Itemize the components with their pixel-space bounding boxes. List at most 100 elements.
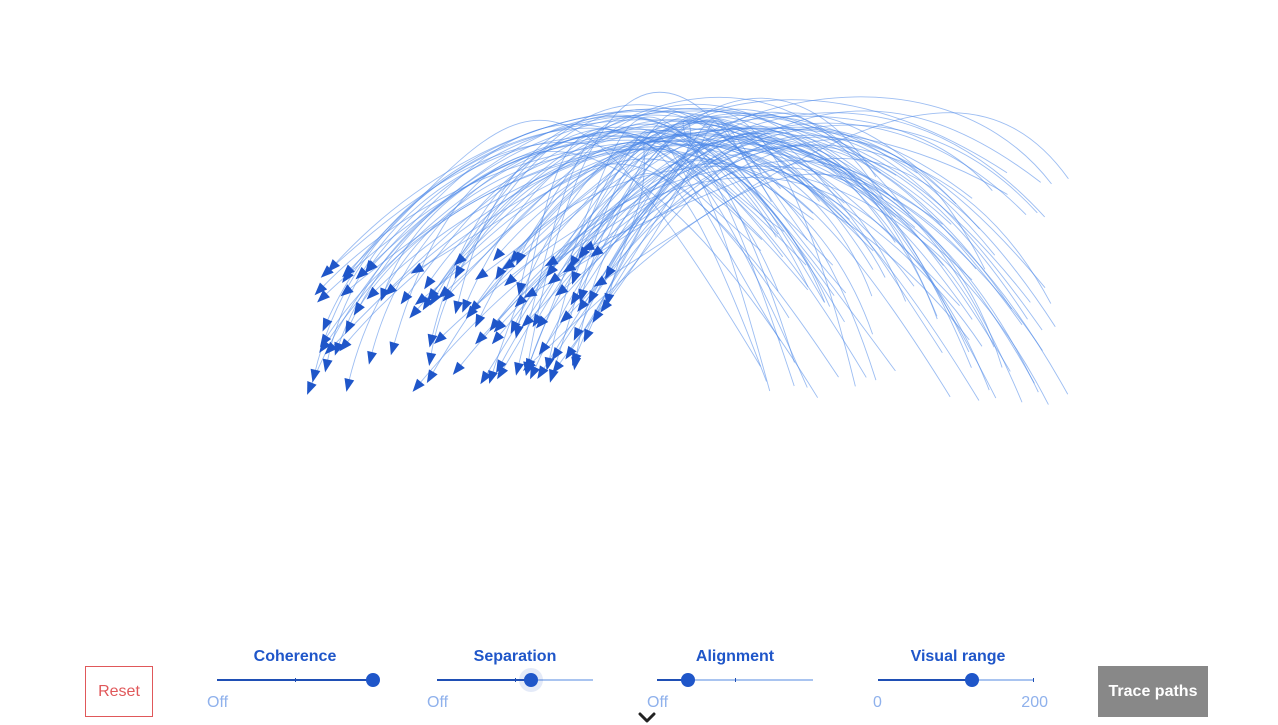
separation-tick [515,678,516,682]
boid [493,319,507,333]
boid-trail [519,162,951,398]
boid [504,273,518,287]
alignment-track[interactable] [657,673,813,687]
boid-trail [313,119,1043,376]
boid-trail [326,135,874,365]
boid [453,300,464,315]
boid [496,359,507,374]
boid-trail [429,140,873,359]
boid [344,378,355,392]
boid [571,270,582,285]
boid [590,245,604,258]
separation-track[interactable] [437,668,593,692]
visual-range-min-label: 0 [873,694,882,711]
coherence-slider[interactable]: Coherence Off [207,648,383,718]
boid [454,265,466,279]
boid [555,283,569,297]
boid [339,338,352,352]
boid [488,369,498,384]
reset-button[interactable]: Reset [85,666,153,717]
boid-trail [556,134,1043,368]
boid [501,258,516,270]
boid [547,272,562,285]
boid [380,287,390,302]
trace-paths-button[interactable]: Trace paths [1098,666,1208,717]
boid [427,333,438,348]
boid [549,368,559,383]
boid [475,331,488,345]
boid [523,286,538,298]
boid [524,362,535,377]
boid-trail [540,147,1011,372]
separation-label: Separation [473,648,557,665]
visual-range-slider[interactable]: Visual range 0 200 [868,648,1048,718]
boid [414,292,429,306]
coherence-track[interactable] [217,673,380,687]
boid-trail [574,133,834,299]
boid-trail [430,126,777,341]
boid [551,346,563,361]
boid-trail [337,136,886,349]
boid-trail [417,176,990,391]
separation-min-label: Off [427,694,449,711]
boid [322,358,333,373]
boid [570,291,582,306]
boid-trail [542,160,896,372]
boid-trail [499,165,1049,405]
boid [577,246,590,260]
boid-trail [392,151,819,398]
separation-track-fill [437,679,531,681]
visual-range-track[interactable] [878,673,1034,687]
boids-simulation-canvas [307,91,1069,405]
boid [319,333,332,348]
boid [320,265,334,278]
boid [535,315,549,329]
coherence-thumb[interactable] [366,673,380,687]
boid [509,250,522,264]
boid-trail [431,119,874,296]
boid-trail [588,157,1056,327]
boid [532,313,544,328]
boid [514,294,528,308]
boid-trail [484,116,856,378]
boid-trail [519,104,896,289]
boid [367,350,377,365]
boid [560,310,573,323]
chevron-down-icon[interactable] [638,712,656,724]
boid [495,266,507,280]
boid [489,317,502,332]
boid-trails [309,91,1069,405]
boid-trail [426,97,884,305]
boid-trail [370,123,809,291]
boid-trail [420,112,881,301]
boid [438,285,452,299]
alignment-thumb[interactable] [681,673,695,687]
boid [545,263,558,278]
boid [583,328,594,343]
boid [577,298,590,312]
visual-range-thumb[interactable] [965,673,979,687]
alignment-tick [735,678,736,682]
boid-trail [497,128,1013,310]
boid [468,300,482,314]
separation-thumb[interactable] [524,673,538,687]
boid-trail [496,147,771,392]
boid-trail [457,109,781,273]
boid-trail [357,145,977,310]
boid [581,240,595,251]
boid [424,275,436,290]
alignment-slider[interactable]: Alignment Off [647,648,823,718]
boid [475,268,489,280]
boid [492,247,506,261]
boid-trail [499,112,1046,367]
boid [426,352,437,366]
boid [578,288,589,303]
boid [462,298,472,313]
coherence-min-label: Off [207,694,229,711]
boid-flock [307,240,616,395]
boid [353,301,365,316]
boid [426,369,438,384]
separation-slider[interactable]: Separation Off [427,648,603,718]
boid-trail [604,119,847,307]
boid [355,266,369,280]
